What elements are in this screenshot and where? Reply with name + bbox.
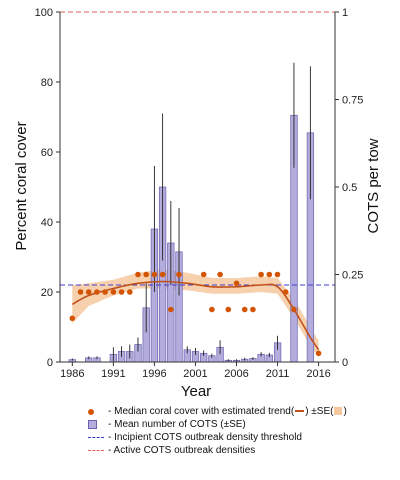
legend-incipient-label: - Incipient COTS outbreak density thresh…: [108, 432, 302, 443]
x-tick-label-1991: 1991: [101, 368, 125, 380]
red-dash-icon: [88, 450, 104, 451]
coral-point-1986: [69, 315, 76, 322]
legend-item-incipient: - Incipient COTS outbreak density thresh…: [88, 431, 398, 444]
legend-coral-label: - Median coral cover with estimated tren…: [108, 406, 347, 417]
coral-point-1998: [168, 306, 174, 313]
y-right-tick-label-0.25: 0.25: [342, 270, 363, 282]
legend-incipient-marker: [88, 437, 108, 438]
coral-point-2005: [225, 306, 232, 313]
axes-layer: 0 20 40 60 80 100 0 0.25 0.5 0.75 1 1986 1991 1996 200…: [35, 7, 364, 380]
y-right-axis-title: COTS per tow: [365, 138, 382, 233]
coral-point-2002: [200, 271, 207, 278]
legend-cots-label: - Mean number of COTS (±SE): [108, 419, 246, 430]
legend-item-coral: - Median coral cover with estimated tren…: [88, 405, 398, 418]
y-right-tick-label-0: 0: [342, 357, 348, 369]
coral-point-2007: [241, 306, 248, 313]
y-left-tick-label-80: 80: [41, 77, 53, 89]
coral-point-1988: [85, 289, 92, 295]
coral-point-1993: [127, 289, 133, 295]
coral-point-2006: [233, 280, 240, 287]
coral-point-1991: [110, 289, 117, 295]
trend-se-band-layer: [72, 269, 319, 357]
coral-point-1997: [159, 271, 166, 278]
trend-se-band: [72, 269, 319, 357]
cots-bars-layer: [68, 62, 315, 363]
coral-point-1995: [143, 271, 149, 278]
y-right-tick-label-0.75: 0.75: [342, 95, 363, 107]
y-right-tick-label-1: 1: [342, 7, 348, 19]
coral-point-1992: [118, 289, 125, 295]
y-left-tick-label-100: 100: [35, 7, 53, 19]
x-axis-title: Year: [181, 383, 211, 400]
legend-active-marker: [88, 450, 108, 451]
legend-coral-marker: [88, 408, 108, 415]
se-band-icon: [334, 407, 343, 416]
y-left-axis-title: Percent coral cover: [13, 121, 30, 250]
coral-point-1989: [94, 289, 100, 295]
legend-coral-text-c: ): [343, 406, 347, 417]
legend-item-cots: - Mean number of COTS (±SE): [88, 418, 398, 431]
legend-cots-marker: [88, 420, 108, 429]
coral-point-1996: [151, 271, 158, 278]
coral-point-2016: [315, 350, 322, 357]
coral-point-1994: [135, 271, 141, 278]
x-tick-label-1986: 1986: [60, 368, 84, 380]
legend: - Median coral cover with estimated tren…: [88, 405, 398, 457]
coral-points-layer: [69, 271, 322, 357]
x-tick-label-2011: 2011: [266, 368, 290, 380]
y-left-tick-label-0: 0: [47, 357, 53, 369]
x-tick-label-1996: 1996: [142, 368, 166, 380]
coral-point-1987: [77, 289, 84, 295]
x-tick-label-2001: 2001: [183, 368, 207, 380]
coral-cots-chart: 0 20 40 60 80 100 0 0.25 0.5 0.75 1 1986 1991 1996 200…: [13, 7, 382, 400]
coral-point-1990: [102, 289, 108, 295]
x-tick-label-2006: 2006: [224, 368, 248, 380]
coral-point-2013: [291, 306, 297, 313]
y-left-tick-label-20: 20: [41, 287, 53, 299]
orange-dot-icon: [88, 408, 94, 415]
blue-dash-icon: [88, 437, 104, 438]
coral-point-2010: [266, 271, 273, 278]
x-tick-label-2016: 2016: [306, 368, 330, 380]
bar-swatch-icon: [88, 420, 97, 429]
legend-item-active: - Active COTS outbreak densities: [88, 444, 398, 457]
coral-point-2012: [282, 289, 289, 295]
y-right-tick-label-0.5: 0.5: [342, 182, 357, 194]
coral-point-2004: [217, 271, 223, 278]
coral-point-2003: [209, 306, 215, 313]
coral-point-2009: [258, 271, 264, 278]
trend-line-icon: [295, 410, 305, 413]
coral-point-2011: [274, 271, 281, 278]
legend-coral-text-b: ) ±SE(: [305, 406, 334, 417]
legend-active-label: - Active COTS outbreak densities: [108, 445, 256, 456]
y-left-tick-label-60: 60: [41, 147, 53, 159]
legend-coral-text-a: - Median coral cover with estimated tren…: [108, 406, 295, 417]
y-left-tick-label-40: 40: [41, 217, 53, 229]
coral-point-1999: [176, 271, 182, 278]
coral-point-2008: [250, 306, 256, 313]
